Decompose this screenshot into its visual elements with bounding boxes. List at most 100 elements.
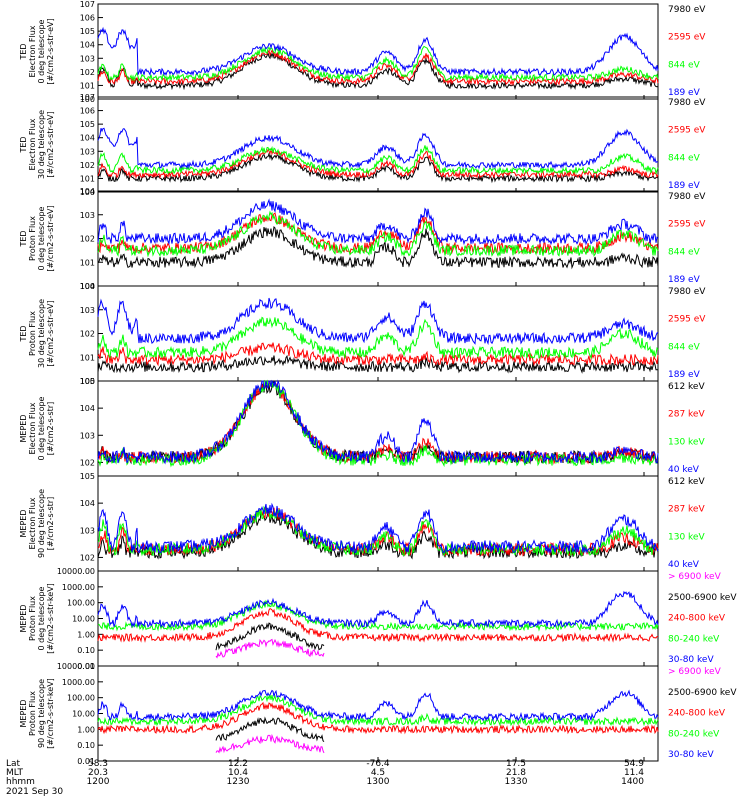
legend-entry: 612 keV <box>668 477 705 487</box>
footer-mlt-2: 10.4 <box>228 768 248 778</box>
y-tick-label: 105 <box>80 377 95 386</box>
y-tick-label: 1000.00 <box>62 583 95 592</box>
legend-entry: 80-240 keV <box>668 729 720 739</box>
legend-entry: 844 eV <box>668 342 701 352</box>
y-tick-label: 104 <box>80 41 95 50</box>
y-axis-label-line: Proton Flux <box>28 216 37 261</box>
y-tick-label: 103 <box>80 431 95 440</box>
footer-hhmm-4: 1330 <box>505 777 528 787</box>
legend-entry: 844 eV <box>668 60 701 70</box>
series-line-1 <box>215 622 325 651</box>
y-tick-label: 105 <box>80 120 95 129</box>
y-tick-label: 1.00 <box>77 725 95 734</box>
y-tick-label: 102 <box>80 458 95 467</box>
footer-lat-4: 17.5 <box>506 759 526 769</box>
y-tick-label: 102 <box>80 330 95 339</box>
y-tick-label: 100.00 <box>67 694 95 703</box>
y-tick-label: 0.01 <box>77 662 95 671</box>
legend-entry: 7980 eV <box>668 98 706 108</box>
y-axis-label-line: [#/cm2-s-str-eV] <box>46 111 55 177</box>
y-tick-label: 107 <box>80 93 95 102</box>
series-line-0 <box>97 151 659 184</box>
y-tick-label: 107 <box>80 0 95 9</box>
series-line-2 <box>97 210 659 258</box>
footer-hhmm-2: 1230 <box>227 777 250 787</box>
footer-mlt-3: 4.5 <box>371 768 385 778</box>
y-tick-label: 101 <box>80 174 95 183</box>
y-tick-label: 0.10 <box>77 646 95 655</box>
footer-lat-2: 12.2 <box>228 759 248 769</box>
y-axis-label-line: TED <box>19 43 28 60</box>
legend-entry: 7980 eV <box>668 5 706 15</box>
y-tick-label: 105 <box>80 27 95 36</box>
series-line-1 <box>97 342 659 367</box>
y-tick-label: 104 <box>80 187 95 196</box>
y-axis-label-line: Proton Flux <box>28 311 37 356</box>
series-line-0 <box>97 354 658 374</box>
panel-meped-e-90: 102 103 104 105 MEPEDElectron Flux90 deg tel… <box>19 472 705 572</box>
y-axis-label-line: MEPED <box>19 415 28 443</box>
series-line-1 <box>215 716 325 742</box>
footer-mlt-4: 21.8 <box>506 768 526 778</box>
legend-entry: 189 eV <box>668 370 701 380</box>
y-tick-label: 103 <box>80 306 95 315</box>
footer-mlt-1: 20.3 <box>88 768 108 778</box>
y-tick-label: 105 <box>80 472 95 481</box>
panel-frame <box>97 380 659 477</box>
y-axis-label: TEDElectron Flux0 deg telescope[#/cm2-s-… <box>19 18 55 84</box>
y-axis-label-line: TED <box>19 230 28 247</box>
y-tick-label: 10000.00 <box>57 567 95 576</box>
legend-entry: 7980 eV <box>668 287 706 297</box>
footer-hhmm-3: 1300 <box>367 777 390 787</box>
panel-meped-p-0: 0.010.101.0010.00100.001000.0010000.00ME… <box>19 567 737 671</box>
y-axis-label-line: TED <box>19 325 28 342</box>
legend-entry: > 6900 keV <box>668 667 722 677</box>
y-tick-label: 106 <box>80 14 95 23</box>
y-tick-label: 102 <box>80 553 95 562</box>
y-axis-label-line: [#/cm2-s-str] <box>46 497 55 550</box>
y-tick-label: 104 <box>80 404 95 413</box>
series-line-1 <box>97 49 659 87</box>
y-tick-label: 100 <box>80 95 95 104</box>
y-axis-label-line: 0 deg telescope <box>37 396 46 460</box>
legend-entry: 80-240 keV <box>668 634 720 644</box>
y-tick-label: 102 <box>80 68 95 77</box>
series-line-0 <box>215 638 325 659</box>
footer-date: 2021 Sep 30 <box>6 787 63 797</box>
legend-entry: 130 keV <box>668 437 705 447</box>
y-tick-label: 101 <box>80 81 95 90</box>
series-line-1 <box>97 212 659 256</box>
y-axis-label-line: Electron Flux <box>28 497 37 549</box>
legend-entry: 612 keV <box>668 382 705 392</box>
series-line-0 <box>215 733 325 754</box>
y-axis-label-line: Electron Flux <box>28 25 37 77</box>
y-tick-label: 103 <box>80 54 95 63</box>
panel-ted-e-30: 100 101 102 103 104 105 106 107 TEDElectron Flux… <box>19 93 706 197</box>
series-line-3 <box>97 297 659 346</box>
y-axis-label-line: 0 deg telescope <box>37 19 46 83</box>
y-axis-label-line: Proton Flux <box>28 691 37 736</box>
y-axis-label-line: MEPED <box>19 605 28 633</box>
series-line-2 <box>97 607 659 643</box>
legend-entry: 844 eV <box>668 247 701 257</box>
y-tick-label: 1000.00 <box>62 678 95 687</box>
legend-entry: 2500-6900 keV <box>668 688 737 698</box>
y-axis-label: MEPEDElectron Flux0 deg telescope[#/cm2-… <box>19 396 55 460</box>
y-axis-label-line: 0 deg telescope <box>37 586 46 650</box>
footer-lat-3: -76.4 <box>366 759 390 769</box>
series-line-2 <box>97 45 659 83</box>
panel-ted-e-0: 100 101 102 103 104 105 106 107 TEDElectron Flux… <box>19 0 706 104</box>
y-tick-label: 102 <box>80 161 95 170</box>
y-tick-label: 103 <box>80 526 95 535</box>
legend-entry: 189 eV <box>668 88 701 98</box>
footer-lat-1: 58.3 <box>88 759 108 769</box>
series-line-1 <box>97 147 659 180</box>
panel-frame <box>97 475 659 572</box>
y-axis-label-line: MEPED <box>19 510 28 538</box>
y-axis-label-line: TED <box>19 136 28 153</box>
y-axis-label-line: Proton Flux <box>28 596 37 641</box>
footer-hhmm-1: 1200 <box>87 777 110 787</box>
legend-entry: 2595 eV <box>668 126 706 136</box>
y-tick-label: 101 <box>80 353 95 362</box>
